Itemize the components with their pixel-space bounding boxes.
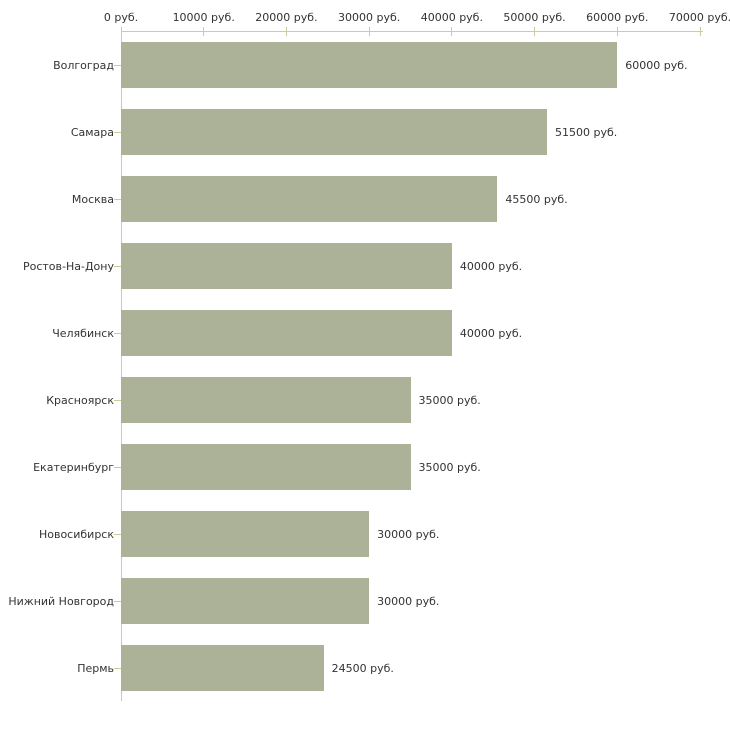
y-axis-tick (114, 65, 121, 66)
x-axis-tick (285, 27, 287, 36)
x-axis-tick-label: 50000 руб. (503, 11, 566, 24)
value-label: 60000 руб. (625, 59, 688, 72)
value-label: 35000 руб. (418, 461, 481, 474)
bar (121, 310, 452, 356)
bar (121, 444, 411, 490)
value-label: 40000 руб. (459, 327, 523, 340)
y-axis-tick (114, 132, 121, 133)
bar-row: Пермь 24500 руб. (77, 635, 700, 702)
x-axis-tick (451, 27, 453, 36)
bar (121, 578, 370, 624)
y-axis-tick (114, 467, 121, 468)
value-label: 35000 руб. (418, 394, 481, 407)
x-axis-tick (120, 27, 122, 36)
x-axis-tick-label: 60000 руб. (586, 11, 649, 24)
y-axis-tick (114, 199, 121, 200)
value-label: 40000 руб. (459, 260, 523, 273)
category-label: Красноярск (46, 394, 114, 407)
x-axis-tick-label: 20000 руб. (255, 11, 318, 24)
y-axis-tick (114, 400, 121, 401)
y-axis-tick (114, 668, 121, 669)
category-label: Екатеринбург (33, 461, 114, 474)
y-axis-tick (114, 333, 121, 334)
category-label: Ростов-На-Дону (22, 260, 114, 273)
y-axis-tick (114, 534, 121, 535)
bar (121, 42, 618, 88)
bar (121, 109, 547, 155)
y-axis-tick (114, 601, 121, 602)
value-label: 30000 руб. (377, 528, 440, 541)
x-axis-tick (699, 27, 701, 36)
bar-row: Самара 51500 руб. (71, 99, 700, 166)
bar (121, 243, 452, 289)
bar-row: Москва 45500 руб. (72, 166, 700, 233)
bar (121, 645, 324, 691)
x-axis-tick (616, 27, 618, 36)
y-axis-tick (114, 266, 121, 267)
x-axis-tick (203, 27, 205, 36)
category-label: Волгоград (53, 59, 114, 72)
x-axis-tick-label: 70000 руб. (668, 11, 730, 24)
category-label: Нижний Новгород (8, 595, 114, 608)
bar-row: Волгоград 60000 руб. (53, 32, 700, 99)
bar-row: Екатеринбург 35000 руб. (33, 434, 700, 501)
x-axis-tick (534, 27, 536, 36)
x-axis-tick-label: 40000 руб. (420, 11, 483, 24)
x-axis-tick (368, 27, 370, 36)
y-axis-line (121, 31, 122, 701)
category-label: Челябинск (52, 327, 114, 340)
x-axis-tick-label: 30000 руб. (338, 11, 401, 24)
plot-area: 0 руб. 10000 руб. 20000 руб. 30000 руб. … (8, 11, 730, 702)
value-label: 45500 руб. (505, 193, 568, 206)
x-axis-line (121, 31, 703, 32)
category-label: Новосибирск (38, 528, 114, 541)
bar (121, 511, 370, 557)
value-label: 30000 руб. (377, 595, 440, 608)
bar-row: Челябинск 40000 руб. (52, 300, 700, 367)
bar-row: Ростов-На-Дону 40000 руб. (23, 233, 700, 300)
x-axis-tick-label: 10000 руб. (172, 11, 235, 24)
bar (121, 377, 411, 423)
category-label: Москва (71, 193, 114, 206)
category-label: Пермь (77, 662, 114, 675)
bar (121, 176, 498, 222)
bar-row: Новосибирск 30000 руб. (39, 501, 700, 568)
category-label: Самара (70, 126, 114, 139)
value-label: 24500 руб. (331, 662, 394, 675)
bar-row: Красноярск 35000 руб. (46, 367, 700, 434)
bar-row: Нижний Новгород 30000 руб. (8, 568, 700, 635)
value-label: 51500 руб. (554, 126, 618, 139)
x-axis-tick-label: 0 руб. (103, 11, 139, 24)
